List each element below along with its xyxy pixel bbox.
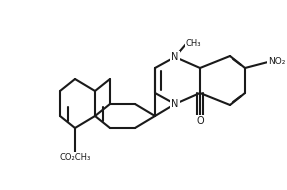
Text: CH₃: CH₃ [186,40,201,48]
Text: O: O [196,116,204,126]
Text: CO₂CH₃: CO₂CH₃ [59,153,91,162]
Text: N: N [171,99,179,109]
Text: NO₂: NO₂ [268,58,285,66]
Text: N: N [171,52,179,62]
